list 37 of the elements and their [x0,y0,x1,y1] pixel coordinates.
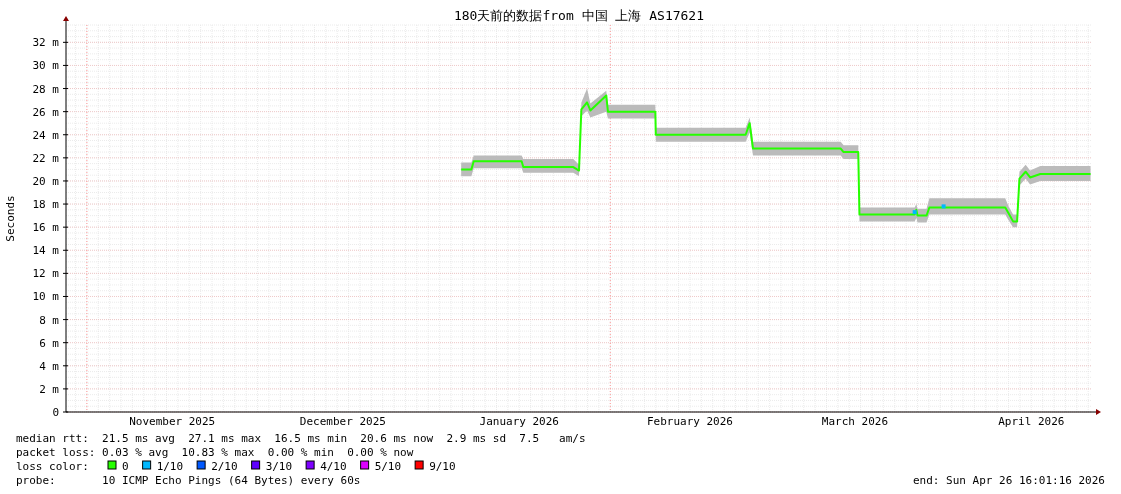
x-tick-label: January 2026 [479,415,559,428]
y-tick-label: 16 m [32,221,60,235]
text: end: Sun Apr 26 16:01:16 2026 [912,474,1105,487]
legend-label: 3/10 [265,460,293,473]
legend-label: 1/10 [156,460,184,473]
legend-label: 9/10 [429,460,456,473]
y-tick-label: 14 m [32,244,60,258]
y-tick-label: 18 m [32,198,60,212]
text: packet loss: 0.03 % avg 10.83 % max 0.00 % min 0.00 % now [16,446,414,459]
y-tick-label: 10 m [32,290,60,304]
legend-title: loss color: [16,460,89,473]
y-tick-label: 30 m [32,59,60,73]
x-tick-label: April 2026 [998,415,1065,428]
y-tick-label: 32 m [32,36,60,50]
y-tick-label: 28 m [32,82,60,96]
legend-label: 0 [122,460,129,473]
legend-label: 4/10 [320,460,347,473]
x-tick-label: December 2025 [299,415,386,428]
text: median rtt: 21.5 ms avg 27.1 ms max 16.5 ms min 20.6 ms now 2.9 ms sd 7.5 am/s [16,432,586,445]
legend-label: 5/10 [374,460,402,473]
chart-title: 180天前的数据from 中国 上海 AS17621 [453,8,705,23]
y-tick-label: 24 m [32,128,60,142]
y-tick-label: 8 m [39,313,60,327]
text: probe: 10 ICMP Echo Pings (64 Bytes) every 60s [16,474,361,487]
y-tick-label: 26 m [32,105,60,119]
y-tick-label: 12 m [32,267,60,281]
x-tick-label: March 2026 [821,415,889,428]
y-tick-label: 22 m [32,151,60,165]
y-axis-title: Seconds [4,195,17,242]
y-tick-label: 6 m [39,336,60,350]
y-tick-label: 20 m [32,174,60,188]
y-tick-label: 4 m [39,359,60,373]
x-tick-label: November 2025 [129,415,216,428]
y-tick-label: 2 m [39,382,60,396]
x-tick-label: February 2026 [646,415,733,428]
legend-label: 2/10 [211,460,238,473]
y-tick-label: 0 [52,406,59,419]
